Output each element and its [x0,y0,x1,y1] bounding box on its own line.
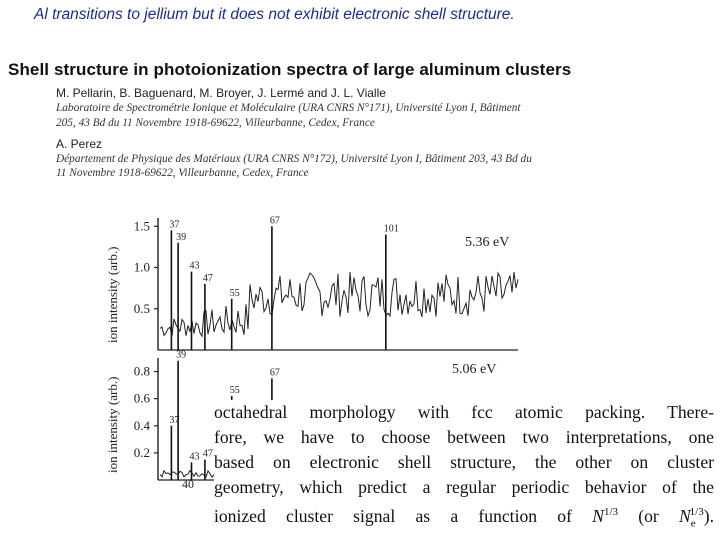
peak-label-101: 101 [384,224,399,235]
energy-label-top: 5.36 eV [465,235,509,250]
energy-label-bottom: 5.06 eV [452,362,496,377]
peak-label-43: 43 [190,451,200,462]
affiliation-secondary-line1: Département de Physique des Matériaux (U… [56,153,532,165]
y-axis-label-bottom: ion intensity (arb.) [105,376,120,473]
affiliation-primary-line2: 205, 43 Bd du 11 Novembre 1918-69622, Vi… [56,117,375,129]
peak-label-47: 47 [203,273,213,284]
peak-label-67: 67 [270,367,280,378]
excerpt-text: ). [703,505,714,526]
y-tick-label: 0.6 [134,391,151,406]
y-tick-label: 0.4 [134,418,151,433]
excerpt-line: ionized cluster signal as a function of … [214,500,714,536]
y-tick-label: 0.8 [134,364,150,379]
peak-label-47: 47 [203,449,213,460]
paper-title: Shell structure in photoionization spect… [8,60,572,79]
spectrum-trace-bottom [159,469,221,479]
y-tick-label: 1.0 [134,260,150,275]
paper-excerpt: octahedral morphology with fcc atomic pa… [214,400,714,537]
y-tick-label: 1.5 [134,218,150,233]
affiliation-secondary-line2: 11 Novembre 1918-69622, Villeurbanne, Ce… [56,167,309,179]
excerpt-line: octahedral morphology with fcc atomic pa… [214,402,714,422]
peak-label-43: 43 [190,261,200,272]
excerpt-line: fore, we have to choose between two inte… [214,427,714,447]
math-subscript: e [690,517,696,530]
y-tick-label: 0.5 [134,301,150,316]
y-axis-label-top: ion intensity (arb.) [105,246,120,343]
math-n: N [592,505,604,526]
excerpt-text: ionized cluster signal as a function of [214,505,593,526]
authors-secondary: A. Perez [56,137,103,151]
math-ne: N [679,505,691,526]
peak-label-55: 55 [230,385,240,396]
spectrum-trace-top [159,271,519,338]
y-tick-label: 0.2 [134,445,150,460]
x-tick-40: 40 [182,477,194,491]
peak-label-37: 37 [169,219,179,230]
peak-label-37: 37 [169,415,179,426]
slide-caption: Al transitions to jellium but it does no… [34,6,515,23]
spectrum-panel-5.06ev: 0.8 0.6 0.4 0.2 37 39 43 47 55 67 5.06 eV 40 [134,350,497,491]
math-exponent: 1/3 [603,506,619,518]
peak-label-39: 39 [176,350,186,361]
authors-primary: M. Pellarin, B. Baguenard, M. Broyer, J.… [56,86,386,100]
excerpt-text: (or [618,505,680,526]
peak-label-55: 55 [230,288,240,299]
affiliation-primary-line1: Laboratoire de Spectrométrie Ionique et … [56,102,521,114]
peak-label-39: 39 [176,232,186,243]
peak-label-67: 67 [270,215,280,226]
excerpt-line: geometry, which predict a regular period… [214,477,714,497]
math-exponent: 1/3 [689,506,704,518]
excerpt-line: based on electronic shell structure, the… [214,452,714,472]
